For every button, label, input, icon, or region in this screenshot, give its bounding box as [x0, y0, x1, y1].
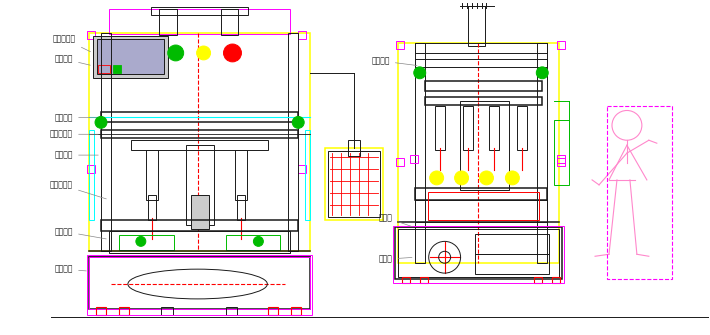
- Circle shape: [414, 67, 426, 79]
- Bar: [535, 277, 542, 283]
- Bar: [236, 150, 247, 200]
- Bar: [607, 106, 672, 279]
- Circle shape: [136, 237, 146, 246]
- Text: 设备台架: 设备台架: [55, 265, 87, 274]
- Bar: [557, 158, 565, 166]
- Bar: [101, 130, 298, 138]
- Bar: [148, 195, 155, 219]
- Bar: [402, 277, 410, 283]
- Bar: [552, 277, 560, 283]
- Bar: [518, 106, 528, 150]
- Text: 操作面板: 操作面板: [371, 56, 417, 66]
- Bar: [87, 165, 95, 173]
- Circle shape: [253, 237, 263, 246]
- Bar: [393, 225, 564, 283]
- Circle shape: [197, 46, 211, 60]
- Bar: [89, 130, 94, 219]
- Bar: [93, 36, 168, 78]
- Bar: [435, 106, 444, 150]
- Bar: [398, 43, 559, 263]
- Bar: [221, 9, 239, 35]
- Bar: [131, 140, 268, 150]
- Bar: [398, 229, 559, 277]
- Bar: [89, 257, 310, 309]
- Text: 顶面夹具: 顶面夹具: [55, 113, 98, 122]
- Bar: [410, 155, 417, 163]
- Circle shape: [454, 171, 469, 185]
- Bar: [98, 65, 110, 73]
- Bar: [396, 158, 404, 166]
- Text: 送料机座: 送料机座: [55, 227, 106, 239]
- Bar: [474, 254, 550, 274]
- Bar: [151, 7, 248, 15]
- Bar: [268, 307, 278, 315]
- Bar: [89, 257, 310, 309]
- Bar: [328, 151, 380, 217]
- Text: 电气柜: 电气柜: [379, 213, 412, 226]
- Bar: [291, 307, 301, 315]
- Bar: [459, 100, 509, 190]
- Circle shape: [536, 67, 548, 79]
- Bar: [474, 234, 550, 254]
- Bar: [119, 307, 129, 315]
- Bar: [87, 255, 312, 315]
- Bar: [537, 43, 547, 263]
- Bar: [325, 148, 383, 219]
- Circle shape: [168, 45, 184, 61]
- Circle shape: [224, 44, 241, 62]
- Bar: [557, 41, 565, 49]
- Bar: [97, 39, 164, 74]
- Circle shape: [430, 171, 444, 185]
- Bar: [298, 31, 306, 39]
- Circle shape: [293, 117, 304, 128]
- Bar: [415, 200, 547, 221]
- Bar: [186, 145, 214, 224]
- Bar: [226, 307, 237, 315]
- Bar: [427, 192, 540, 219]
- Circle shape: [95, 117, 107, 128]
- Bar: [557, 155, 565, 163]
- Circle shape: [479, 171, 493, 185]
- Bar: [298, 165, 306, 173]
- Bar: [425, 81, 542, 91]
- Text: 防护罩材: 防护罩材: [55, 54, 90, 65]
- Bar: [348, 140, 360, 156]
- Text: 设备立柱: 设备立柱: [55, 151, 98, 159]
- Bar: [395, 227, 562, 279]
- Bar: [288, 33, 298, 251]
- Text: 底座封堵板: 底座封堵板: [50, 180, 106, 199]
- Bar: [420, 277, 427, 283]
- Circle shape: [506, 171, 519, 185]
- Bar: [396, 41, 404, 49]
- Bar: [425, 96, 542, 105]
- Bar: [101, 219, 298, 231]
- Text: 渗漏检测仪: 渗漏检测仪: [53, 35, 91, 52]
- Bar: [415, 188, 547, 200]
- Bar: [237, 195, 246, 219]
- Bar: [463, 106, 473, 150]
- Bar: [87, 31, 95, 39]
- Text: 顶面压紧杆: 顶面压紧杆: [50, 130, 98, 139]
- Bar: [305, 130, 310, 219]
- Bar: [160, 307, 173, 315]
- Bar: [226, 236, 280, 250]
- Text: 进气嘴: 进气嘴: [379, 255, 412, 264]
- Bar: [109, 231, 290, 253]
- Bar: [415, 43, 547, 53]
- Bar: [489, 106, 499, 150]
- Bar: [415, 43, 425, 263]
- Bar: [113, 65, 121, 73]
- Bar: [109, 9, 290, 34]
- Bar: [555, 120, 569, 185]
- Bar: [101, 113, 298, 122]
- Bar: [191, 195, 209, 229]
- Bar: [119, 236, 174, 250]
- Bar: [468, 6, 486, 46]
- Bar: [146, 150, 158, 200]
- Bar: [101, 33, 111, 251]
- Bar: [96, 307, 106, 315]
- Bar: [89, 33, 310, 251]
- Bar: [415, 59, 547, 67]
- Bar: [159, 9, 177, 35]
